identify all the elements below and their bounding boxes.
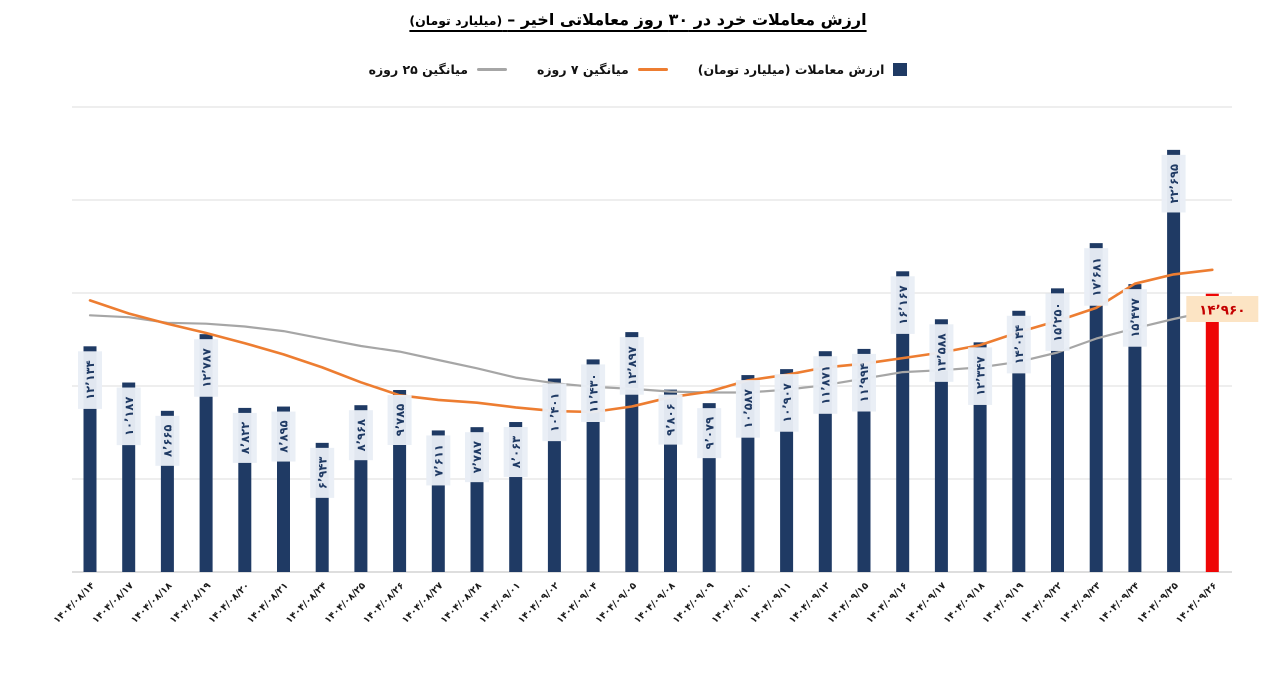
bar-value-label: ۱۷٬۶۸۱ (1089, 257, 1103, 296)
highlight-value-label-bg (1186, 296, 1259, 322)
bar-value-label-bg (503, 427, 528, 478)
bar-value-label: ۸٬۶۶۵ (161, 425, 175, 457)
bar-value-label-bg (271, 411, 296, 462)
bar (1128, 284, 1142, 572)
legend-label: میانگین ۲۵ روزه (368, 62, 468, 77)
legend-item-1: میانگین ۷ روزه (537, 62, 668, 77)
bar-value-label-bg (310, 447, 335, 498)
legend-line-marker (476, 68, 507, 71)
bar-value-label-bg (581, 364, 606, 423)
bar-value-label-bg (1084, 248, 1109, 306)
bar-value-label: ۶٬۹۴۳ (315, 457, 329, 489)
bar-value-label: ۷٬۶۱۱ (432, 444, 446, 476)
chart-title-unit: (میلیارد تومان) (409, 13, 503, 28)
legend-line-marker (637, 68, 668, 71)
bar-value-label: ۱۲٬۱۳۴ (83, 360, 97, 399)
bar-value-label: ۱۳٬۵۸۸ (935, 333, 949, 372)
bar-value-label-bg (465, 432, 489, 483)
bar-value-label-bg (890, 276, 915, 334)
bar-value-label-bg (1006, 315, 1031, 374)
bar-value-label-bg (968, 347, 993, 405)
bar-value-label-bg (387, 394, 412, 445)
highlight-value-label: ۱۴٬۹۶۰ (1199, 303, 1245, 319)
bar-value-label: ۸٬۸۲۲ (238, 422, 252, 454)
chart-legend: ارزش معاملات (میلیارد تومان) میانگین ۷ رو… (0, 62, 1276, 77)
bar (1051, 288, 1064, 572)
chart-title-text: ارزش معاملات خرد در ۳۰ روز معاملاتی اخیر… (409, 10, 866, 29)
bar-value-label-bg (116, 387, 141, 446)
bar-value-label-bg (1161, 154, 1186, 213)
bar-value-label-bg (1122, 289, 1147, 347)
bar-value-label: ۱۰٬۱۸۷ (122, 397, 136, 436)
legend-square-marker (893, 63, 908, 76)
bar-value-label-bg (658, 394, 683, 445)
legend-label: میانگین ۷ روزه (536, 62, 629, 77)
bar-value-label-bg (813, 356, 838, 414)
bar (1167, 149, 1181, 573)
bar-value-label-bg (78, 351, 102, 409)
bar-value-label: ۱۲٬۳۴۷ (973, 356, 987, 395)
bar-value-label-bg (852, 353, 876, 412)
bar-value-label: ۷٬۷۸۷ (470, 441, 484, 473)
legend-item-0: ارزش معاملات (میلیارد تومان) (698, 62, 908, 77)
ma25-line (88, 309, 1214, 394)
bar-value-label: ۱۱٬۴۳۰ (586, 373, 600, 412)
bar-value-label-bg (735, 380, 760, 438)
bar-value-label-bg (348, 410, 373, 461)
bar-value-label: ۱۵٬۴۷۷ (1128, 298, 1142, 337)
bar (934, 319, 948, 572)
chart-title-main: ارزش معاملات خرد در ۳۰ روز معاملاتی اخیر… (507, 10, 867, 29)
bar-value-label: ۹٬۷۸۵ (393, 404, 407, 436)
bar-value-label-bg (426, 435, 451, 486)
bar-value-label-bg (1045, 293, 1070, 351)
bar-value-label: ۱۰٬۹۰۷ (780, 383, 794, 422)
bar-value-label-bg (194, 339, 219, 397)
bar-value-label-bg (929, 324, 954, 382)
bar (1089, 243, 1103, 572)
bar-value-label-bg (542, 383, 567, 442)
bar-value-label: ۱۰٬۴۰۱ (548, 393, 562, 432)
bar-value-label: ۸٬۸۹۵ (277, 420, 291, 452)
bar-value-label: ۱۰٬۵۸۷ (741, 389, 755, 428)
bar-value-label: ۸٬۹۶۸ (354, 419, 368, 451)
bar-value-label: ۲۲٬۶۹۵ (1167, 164, 1181, 203)
bar-value-label-bg (774, 374, 799, 432)
bar-value-label: ۸٬۰۶۳ (509, 436, 523, 468)
x-axis-label: ۱۴۰۴/۰۹/۲۶ (1174, 580, 1219, 625)
bar-value-label: ۹٬۰۷۹ (702, 417, 716, 449)
bar-value-label: ۹٬۸۰۶ (664, 403, 678, 435)
bar-value-label-bg (619, 337, 644, 395)
bar-value-label: ۱۱٬۹۹۴ (857, 363, 871, 402)
bar-value-label: ۱۲٬۸۹۷ (625, 346, 639, 385)
bar-value-label-bg (697, 408, 722, 459)
bar-value-label: ۱۵٬۲۵۰ (1051, 302, 1065, 341)
bar-value-label: ۱۲٬۷۸۷ (199, 348, 213, 387)
chart-title: ارزش معاملات خرد در ۳۰ روز معاملاتی اخیر… (0, 10, 1276, 29)
bar-value-label-bg (155, 415, 180, 466)
legend-item-2: میانگین ۲۵ روزه (369, 62, 507, 77)
bar-value-label: ۱۴٬۰۴۴ (1012, 325, 1026, 364)
bar (1012, 310, 1026, 572)
legend-label: ارزش معاملات (میلیارد تومان) (697, 62, 885, 77)
bar-value-label: ۱۶٬۱۶۷ (896, 285, 910, 324)
bar-value-label: ۱۱٬۸۷۱ (819, 365, 833, 404)
bar (896, 271, 910, 572)
bar (1205, 293, 1219, 572)
bar-value-label-bg (232, 412, 257, 463)
